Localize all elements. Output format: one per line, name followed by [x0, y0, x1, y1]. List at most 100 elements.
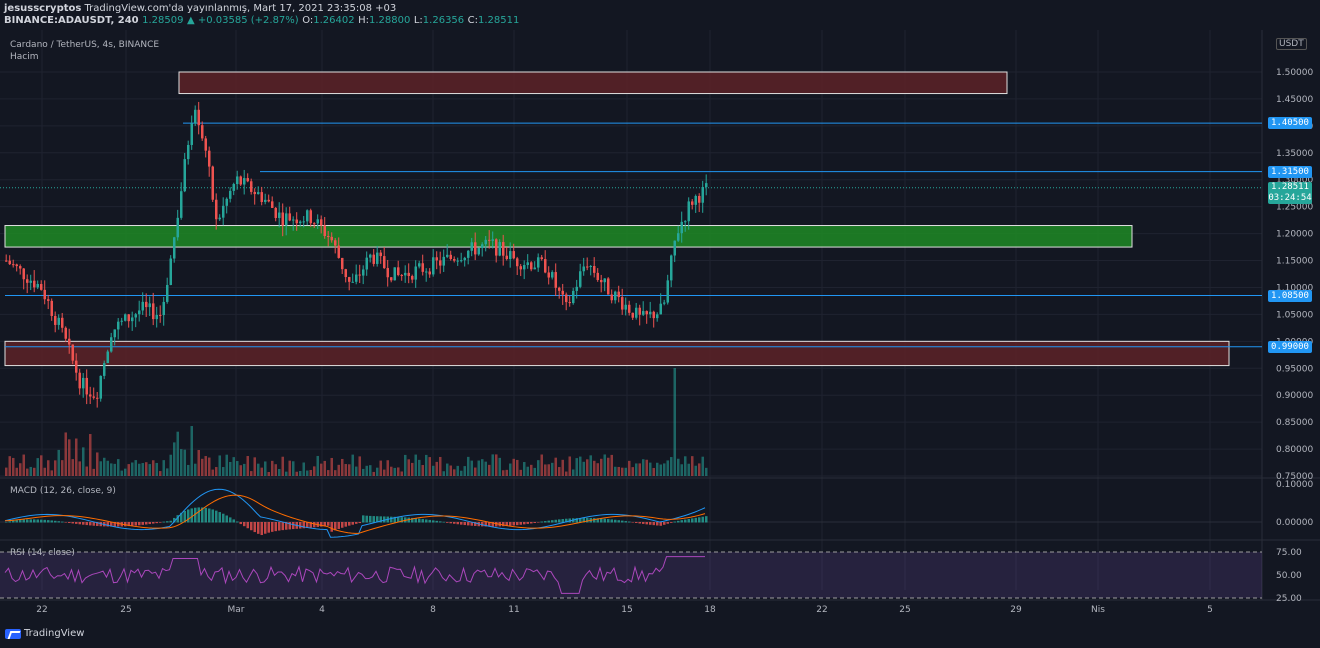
- candle-body: [190, 123, 193, 145]
- macd-histogram-bar: [575, 518, 578, 523]
- volume-bar: [36, 458, 39, 476]
- time-tick-label: 4: [319, 605, 325, 615]
- volume-bar: [271, 460, 274, 476]
- candle-body: [687, 201, 690, 222]
- volume-bar: [358, 456, 361, 476]
- macd-histogram-bar: [638, 522, 641, 524]
- volume-bar: [467, 456, 470, 476]
- macd-histogram-bar: [614, 519, 617, 523]
- volume-bar: [274, 464, 277, 476]
- volume-bar: [152, 460, 155, 476]
- candle-body: [593, 266, 596, 273]
- candle-body: [106, 351, 109, 364]
- volume-bar: [8, 456, 11, 476]
- price-tick-label: 0.85000: [1276, 418, 1313, 428]
- volume-bar: [26, 468, 29, 476]
- price-tick-label: 1.20000: [1276, 230, 1313, 240]
- volume-bar: [533, 467, 536, 476]
- currency-selector[interactable]: USDT: [1276, 38, 1307, 50]
- candle-body: [390, 277, 393, 281]
- candle-body: [148, 303, 151, 308]
- candle-body: [705, 183, 708, 188]
- candle-body: [645, 311, 648, 315]
- candle-body: [414, 266, 417, 280]
- volume-bar: [201, 458, 204, 476]
- candle-body: [435, 257, 438, 261]
- chart-canvas[interactable]: 1.500001.450001.400001.350001.300001.250…: [0, 30, 1320, 620]
- candle-body: [624, 304, 627, 310]
- candle-body: [449, 254, 452, 259]
- macd-histogram-bar: [610, 519, 613, 523]
- candle-body: [561, 290, 564, 295]
- macd-histogram-bar: [159, 522, 162, 523]
- macd-histogram-bar: [344, 522, 347, 527]
- candle-body: [470, 242, 473, 251]
- candle-body: [278, 212, 281, 218]
- volume-bar: [582, 461, 585, 476]
- volume-bar: [197, 450, 200, 476]
- macd-histogram-bar: [155, 522, 158, 524]
- volume-bar: [628, 460, 631, 476]
- volume-label: Hacim: [10, 52, 39, 62]
- volume-bar: [568, 456, 571, 476]
- volume-bar: [631, 467, 634, 476]
- macd-histogram-bar: [5, 522, 8, 523]
- candle-body: [75, 360, 78, 373]
- candle-body: [92, 396, 95, 398]
- tradingview-logo[interactable]: TradingView: [5, 628, 84, 639]
- macd-histogram-bar: [57, 521, 60, 523]
- price-tick-label: 1.35000: [1276, 149, 1313, 159]
- volume-bar: [498, 457, 501, 476]
- candle-body: [666, 280, 669, 303]
- volume-bar: [386, 460, 389, 476]
- macd-histogram-bar: [36, 519, 39, 523]
- macd-histogram-bar: [225, 515, 228, 523]
- macd-histogram-bar: [453, 522, 456, 524]
- time-tick-label: 25: [120, 605, 131, 615]
- macd-histogram-bar: [390, 516, 393, 523]
- candle-body: [551, 272, 554, 278]
- level-price-tag: 1.31500: [1268, 165, 1312, 178]
- candle-body: [246, 178, 249, 182]
- volume-bar: [477, 460, 480, 476]
- volume-bar: [428, 457, 431, 476]
- volume-bar: [337, 464, 340, 476]
- macd-histogram-bar: [29, 519, 32, 523]
- volume-bar: [365, 465, 368, 476]
- candle-body: [320, 219, 323, 226]
- macd-histogram-bar: [337, 522, 340, 529]
- macd-histogram-bar: [652, 522, 655, 526]
- macd-histogram-bar: [628, 521, 631, 523]
- macd-histogram-bar: [533, 522, 536, 523]
- chart-area[interactable]: 1.500001.450001.400001.350001.300001.250…: [0, 30, 1320, 620]
- time-tick-label: Nis: [1091, 605, 1105, 615]
- volume-bar: [288, 460, 291, 476]
- candle-body: [299, 221, 302, 224]
- author-name[interactable]: jesusscryptos: [4, 3, 82, 14]
- macd-histogram-bar: [236, 521, 239, 523]
- volume-bar: [292, 461, 295, 476]
- candle-body: [82, 377, 85, 389]
- candle-body: [313, 223, 316, 225]
- candle-body: [407, 272, 410, 277]
- macd-histogram-bar: [414, 518, 417, 523]
- candle-body: [229, 190, 232, 199]
- candle-body: [582, 266, 585, 272]
- macd-histogram-bar: [313, 522, 316, 528]
- candle-body: [701, 187, 704, 203]
- candle-body: [180, 191, 183, 218]
- candle-body: [477, 248, 480, 255]
- candle-body: [596, 272, 599, 280]
- candle-body: [351, 281, 354, 283]
- candle-body: [505, 255, 508, 260]
- volume-bar: [92, 468, 95, 476]
- volume-bar: [586, 459, 589, 476]
- volume-bar: [390, 466, 393, 476]
- candle-body: [642, 311, 645, 315]
- volume-bar: [120, 470, 123, 476]
- volume-bar: [432, 465, 435, 476]
- pane-title: Cardano / TetherUS, 4s, BINANCE: [10, 40, 160, 50]
- candle-body: [306, 210, 309, 222]
- volume-bar: [614, 466, 617, 476]
- volume-bar: [295, 471, 298, 476]
